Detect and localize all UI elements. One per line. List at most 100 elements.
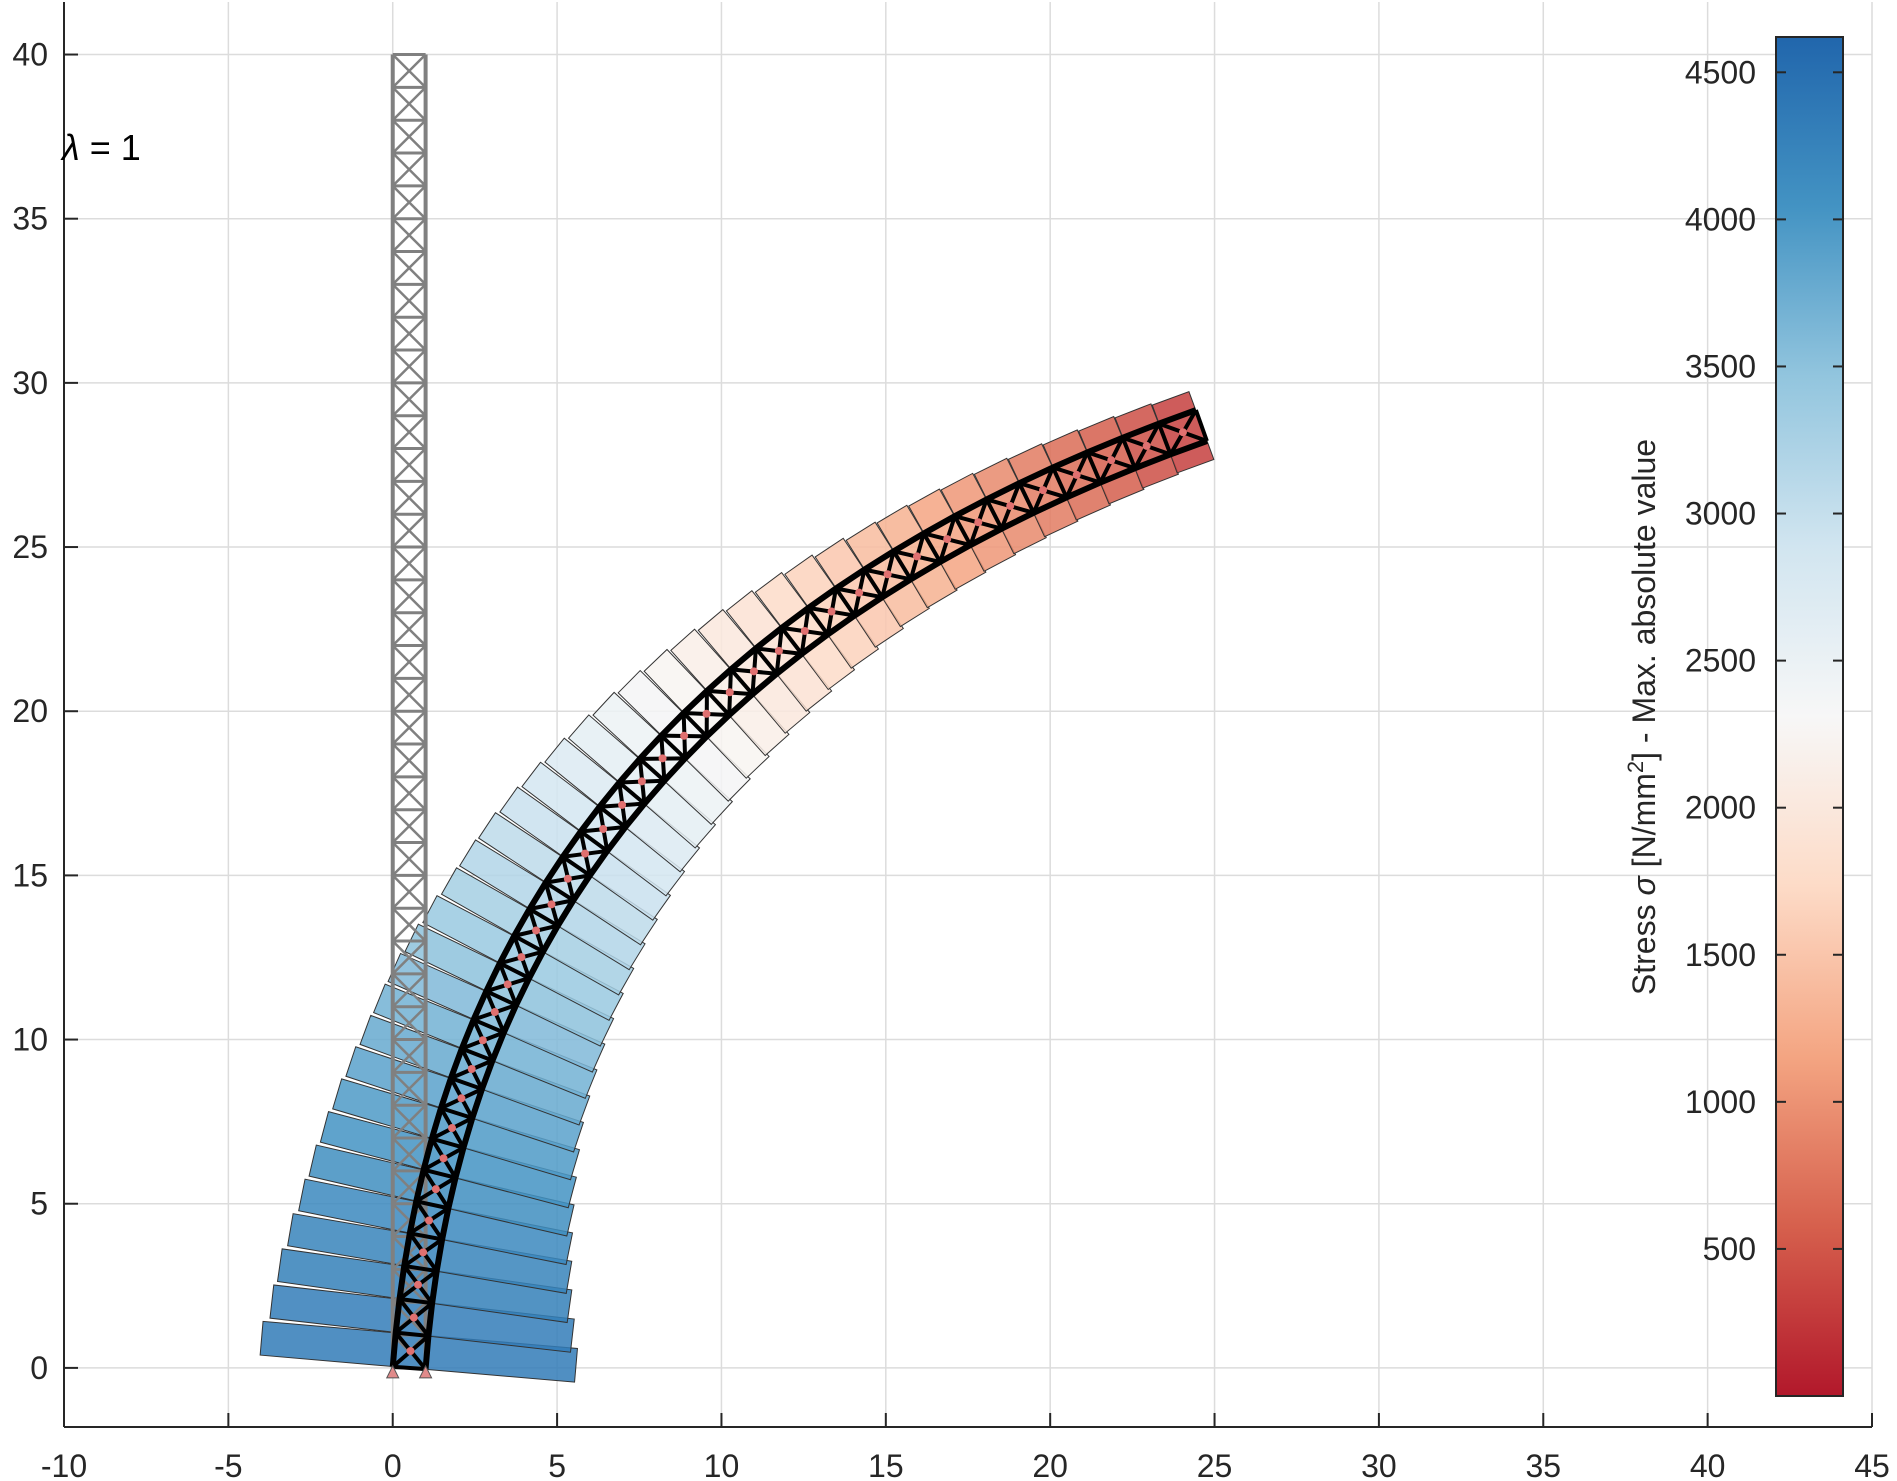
colorbar-label-rest: ] - Max. absolute value [1626,439,1662,761]
deformed-strut [834,587,857,617]
node-marker [1178,428,1187,437]
node-marker [618,800,627,809]
node-marker [563,874,572,883]
axes [63,2,1873,1428]
undeformed-diagonal [391,316,427,351]
lambda-symbol: λ [60,127,80,168]
x-tick-label: 40 [1690,1448,1726,1481]
undeformed-diagonal [391,940,427,975]
node-marker [680,731,689,740]
undeformed-diagonal [391,53,427,89]
deformed-strut [1120,437,1137,469]
undeformed-diagonal [391,677,427,713]
node-marker [457,1094,466,1103]
undeformed-diagonal [391,1038,427,1074]
node-marker [1006,501,1015,510]
node-marker [725,688,734,697]
deformed-strut [1085,451,1103,484]
node-marker [448,1124,457,1133]
node-marker [827,607,836,616]
x-tick-labels: -10 -5 0 5 10 15 20 25 30 35 40 45 [41,1448,1890,1481]
undeformed-diagonal [391,414,427,450]
undeformed-diagonal [391,513,427,548]
undeformed-truss [390,53,428,1370]
deformed-strut [705,689,731,717]
node-marker [414,1280,423,1289]
stress-block [298,1178,574,1266]
support-marker [385,1364,400,1379]
node-marker [425,1216,434,1225]
node-marker [1142,441,1151,450]
undeformed-diagonal [391,644,427,680]
y-tick-label: 5 [30,1186,48,1222]
deformed-strut [1017,482,1036,514]
undeformed-diagonal [391,283,427,319]
deformed-strut [754,647,779,676]
node-marker [800,626,809,635]
node-marker [1039,486,1048,495]
deformed-strut [461,1046,494,1063]
support-marker [418,1364,433,1379]
deformed-strut [579,829,609,853]
y-tick-labels: 0 5 10 15 20 25 30 35 40 [12,37,48,1386]
deformed-strut [415,1199,449,1211]
y-tick-label: 25 [12,529,48,565]
undeformed-diagonal [391,1202,427,1238]
x-tick-label: -5 [214,1448,242,1481]
colorbar-label-unit: [N/mm [1626,773,1662,876]
node-marker [532,926,541,935]
x-tick-label: 30 [1361,1448,1397,1481]
undeformed-diagonal [391,152,427,187]
undeformed-diagonal [391,119,427,154]
deformed-strut [984,498,1004,530]
deformed-strut [1156,422,1173,456]
undeformed-diagonal [391,710,427,745]
deformed-strut [513,934,545,954]
undeformed-diagonal [391,217,427,253]
deformed-strut [395,1330,429,1338]
node-marker [974,518,983,527]
node-marker [581,849,590,858]
undeformed-diagonal [391,1104,427,1139]
node-marker [774,646,783,655]
node-marker [599,824,608,833]
colorbar-ticks: 500 1000 1500 2000 2500 3000 3500 4000 4500 [1685,54,1843,1267]
node-marker [419,1248,428,1257]
node-marker [467,1065,476,1074]
undeformed-diagonal [391,381,427,417]
deformed-strut [729,668,755,696]
node-marker [517,953,526,962]
y-tick-label: 20 [12,693,48,729]
undeformed-diagonal [391,578,427,614]
deformed-strut [953,515,973,546]
deformed-strut [922,532,942,563]
deformed-strut [392,1364,426,1372]
deformed-strut [659,734,687,760]
x-tick-label: 35 [1525,1448,1561,1481]
undeformed-diagonal [391,611,427,647]
deformed-strut [403,1263,438,1273]
deformed-strut [544,880,575,902]
undeformed-diagonal [391,743,427,778]
stress-block [287,1213,573,1294]
undeformed-diagonal [391,447,427,483]
node-marker [1072,470,1081,479]
y-tick-label: 30 [12,365,48,401]
colorbar-tick-label: 3500 [1685,348,1756,384]
x-tick-label: 5 [548,1448,566,1481]
undeformed-diagonal [391,841,427,877]
deformed-truss [385,407,1209,1379]
lambda-value: = 1 [80,127,141,168]
deformed-strut [561,855,592,878]
undeformed-diagonal [391,546,427,581]
deformed-strut [431,1136,465,1150]
x-tick-label: 10 [704,1448,740,1481]
colorbar-tick-label: 500 [1703,1231,1756,1267]
y-tick-label: 35 [12,201,48,237]
deformed-strut [450,1076,483,1091]
undeformed-diagonal [391,86,427,122]
deformed-strut [891,550,913,581]
colorbar-bar [1775,36,1844,1397]
node-marker [409,1313,418,1322]
colorbar-tick-label: 4000 [1685,201,1756,237]
